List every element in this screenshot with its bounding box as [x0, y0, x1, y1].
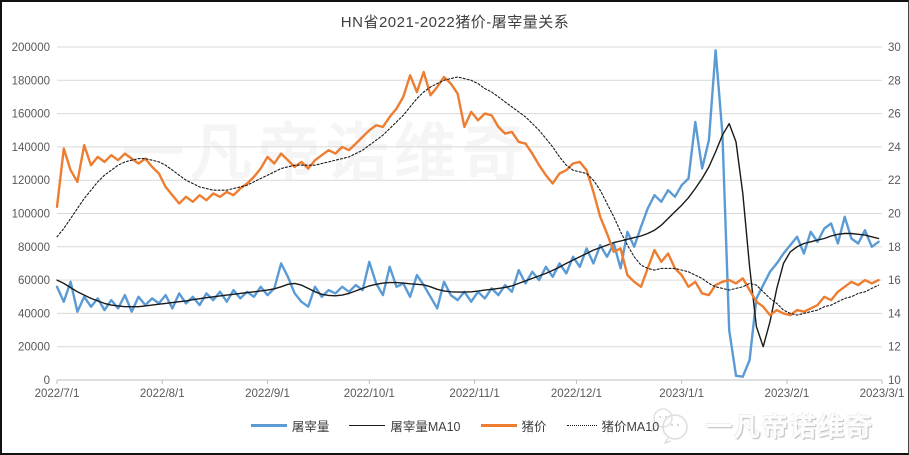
legend-item-price-ma10: 猪价MA10: [566, 416, 660, 435]
price-line-swatch: [480, 424, 517, 427]
y-left-axis-label: 120000: [12, 175, 50, 187]
series-slaughter-line: [55, 49, 880, 378]
y-right-axis-label: 18: [888, 242, 901, 254]
y-left-axis-label: 80000: [18, 242, 50, 254]
y-left-axis-label: 200000: [12, 42, 50, 54]
y-right-axis-label: 14: [888, 308, 901, 320]
slaughter-ma10-line-swatch: [349, 425, 386, 426]
chart-legend: 屠宰量 屠宰量MA10 猪价 猪价MA10: [2, 416, 908, 435]
legend-label: 屠宰量: [291, 420, 330, 434]
y-right-axis-label: 24: [888, 142, 901, 154]
legend-label: 猪价MA10: [601, 420, 660, 434]
price-ma10-line-swatch: [566, 425, 597, 426]
y-right-axis-label: 26: [888, 109, 901, 121]
x-axis-label: 2022/12/1: [551, 388, 602, 400]
y-left-axis-label: 0: [44, 375, 50, 387]
y-left-axis-label: 40000: [18, 308, 50, 320]
x-axis-label: 2022/8/1: [140, 388, 185, 400]
x-axis-label: 2023/1/1: [659, 388, 704, 400]
x-axis-label: 2022/11/1: [449, 388, 499, 400]
x-axis-label: 2022/10/1: [344, 388, 395, 400]
legend-item-slaughter-ma10: 屠宰量MA10: [349, 416, 461, 435]
legend-item-slaughter: 屠宰量: [250, 416, 330, 435]
x-axis-label: 2023/3/1: [860, 388, 905, 400]
y-right-axis-label: 12: [888, 342, 901, 354]
x-axis-label: 2023/2/1: [765, 388, 810, 400]
series-price-ma10-line: [56, 76, 880, 316]
x-axis-label: 2022/9/1: [245, 388, 290, 400]
chart-title: HN省2021-2022猪价-屠宰量关系: [340, 14, 570, 31]
y-left-axis-label: 180000: [12, 75, 50, 87]
y-right-axis-label: 22: [888, 175, 901, 187]
series-slaughter-ma10-line: [56, 122, 880, 348]
x-axis-label: 2022/7/1: [35, 388, 80, 400]
slaughter-line-swatch: [250, 424, 287, 427]
legend-label: 屠宰量MA10: [390, 420, 461, 434]
series-price-line: [55, 70, 880, 317]
y-right-axis-label: 16: [888, 275, 901, 287]
y-right-axis-label: 20: [888, 209, 901, 221]
y-left-axis-label: 100000: [12, 209, 50, 221]
y-left-axis-label: 160000: [12, 109, 50, 121]
y-left-axis-label: 60000: [18, 275, 50, 287]
y-left-axis-label: 140000: [12, 142, 50, 154]
legend-item-price: 猪价: [480, 416, 547, 435]
y-left-axis-label: 20000: [18, 342, 50, 354]
y-right-axis-label: 30: [888, 42, 901, 54]
legend-label: 猪价: [521, 420, 547, 434]
y-right-axis-label: 10: [888, 375, 901, 387]
y-right-axis-label: 28: [888, 75, 901, 87]
